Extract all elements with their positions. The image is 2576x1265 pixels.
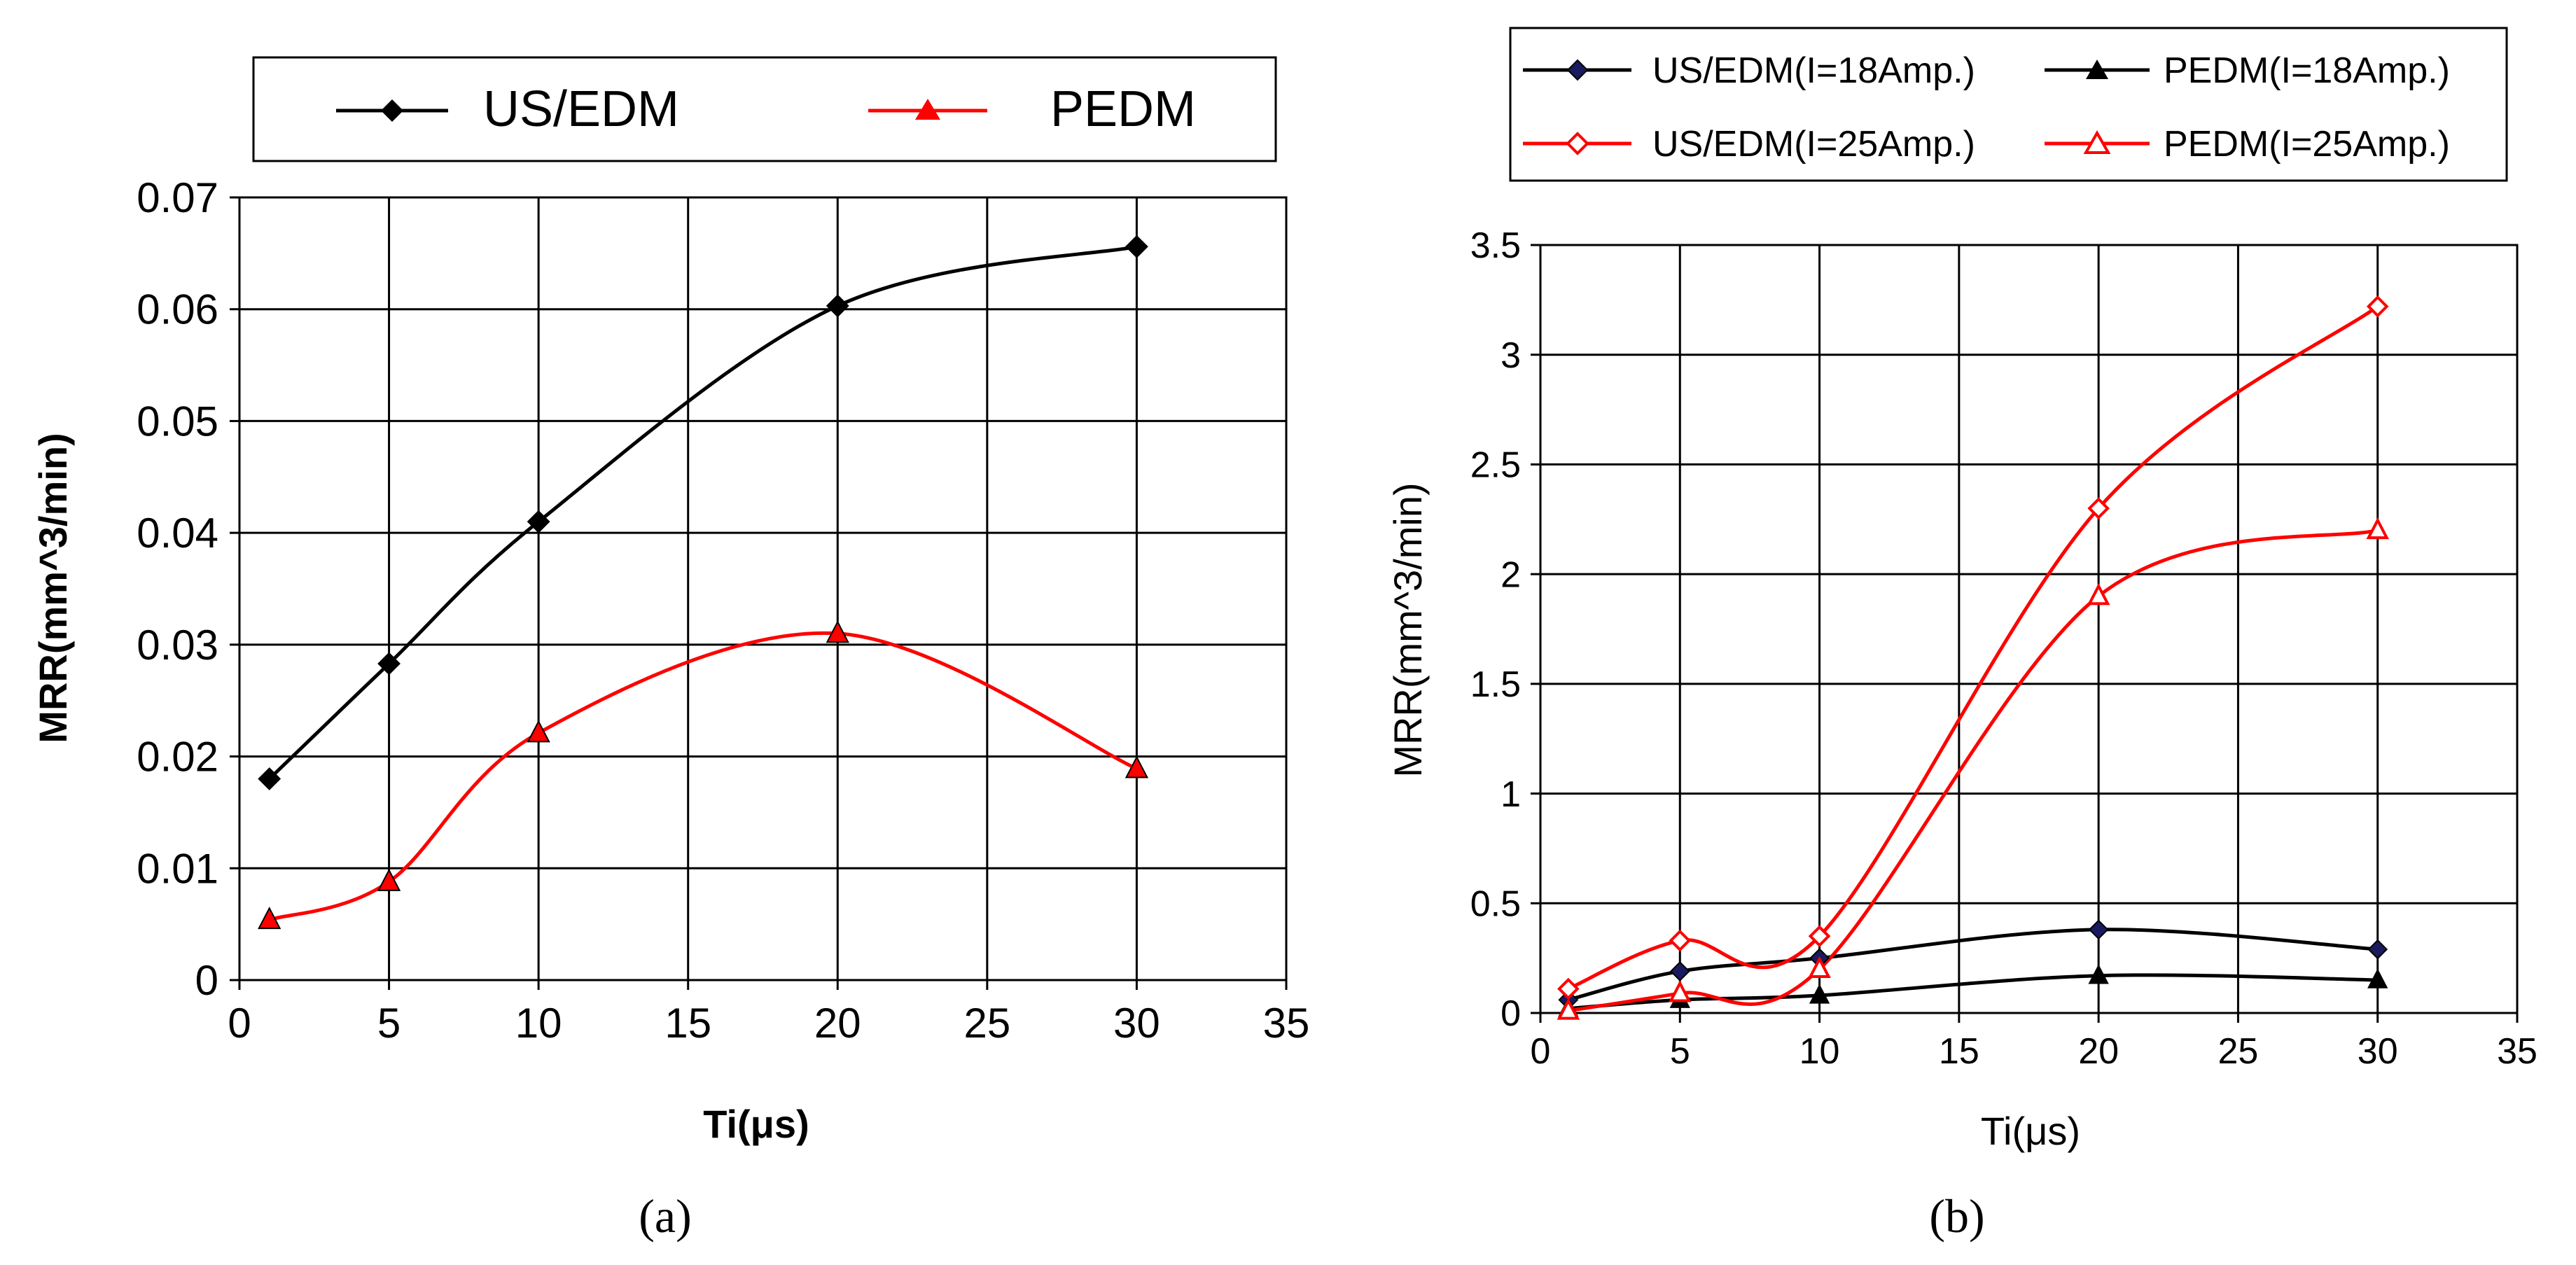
legend-a-marker-pedm [915,99,940,120]
data-point-1-4 [2367,968,2388,988]
legend-b-marker-us-edm-25 [1566,132,1589,155]
plot-area-b [1539,244,2519,1014]
x-tick-label: 5 [377,1000,401,1047]
data-point-2-1 [1669,929,1692,952]
x-ticks-a: 0 5 10 15 20 25 30 35 [228,980,1309,1047]
series-b [1557,295,2390,1020]
data-point-1-2 [527,720,550,743]
y-ticks-b: 0 0.5 1 1.5 2 2.5 3 3.5 [1470,225,1540,1034]
y-tick-label: 1.5 [1470,664,1521,705]
y-tick-label: 0 [1501,993,1521,1034]
y-tick-label: 2.5 [1470,445,1521,486]
y-tick-label: 0.02 [137,734,218,781]
grid-a [238,196,1288,981]
data-point-0-2 [527,510,550,533]
x-tick-label: 20 [2078,1031,2119,1072]
data-point-0-3 [2088,919,2109,940]
data-point-1-3 [826,620,849,643]
data-point-3-0 [1557,998,1580,1020]
y-tick-label: 0.07 [137,174,218,221]
legend-b-marker-us-edm-18 [1566,59,1589,81]
x-tick-label: 15 [1939,1031,1979,1072]
legend-b-marker-pedm-25 [2083,130,2111,154]
x-tick-label: 0 [1531,1031,1551,1072]
data-point-2-4 [2366,295,2389,318]
x-ticks-b: 0 5 10 15 20 25 30 35 [1531,1013,2537,1072]
data-point-0-3 [826,294,849,318]
legend-b-label-pedm-18: PEDM(I=18Amp.) [2164,50,2450,91]
y-tick-label: 0 [195,957,218,1004]
legend-b-label-us-edm-25: US/EDM(I=25Amp.) [1652,124,1975,165]
legend-a-label-pedm: PEDM [1050,81,1196,137]
x-tick-label: 10 [515,1000,562,1047]
data-point-0-0 [258,767,281,790]
y-tick-label: 1 [1501,774,1521,815]
x-axis-label-b: Ti(μs) [1981,1109,2080,1153]
x-tick-label: 10 [1799,1031,1840,1072]
panel-label-b: (b) [1929,1189,1984,1243]
x-tick-label: 35 [1263,1000,1310,1047]
y-axis-label-b: MRR(mm^3/min) [1386,482,1430,777]
plot-area-a [238,196,1288,981]
y-tick-label: 3.5 [1470,225,1521,266]
x-tick-label: 0 [228,1000,251,1047]
y-tick-label: 0.06 [137,286,218,333]
legend-b-marker-pedm-18 [2086,60,2108,79]
chart-a: US/EDM PEDM 0 0.01 0.02 0.03 0.04 0.05 0.06 0.0… [31,56,1309,1243]
data-point-1-4 [1125,755,1149,778]
series-line-0 [267,244,1137,781]
data-point-2-3 [2087,497,2110,519]
legend-b-label-us-edm-18: US/EDM(I=18Amp.) [1652,50,1975,91]
legend-b-label-pedm-25: PEDM(I=25Amp.) [2164,124,2450,165]
data-point-2-2 [1808,925,1831,948]
data-point-1-1 [377,868,401,891]
y-tick-label: 2 [1501,554,1521,595]
legend-b-box [1509,27,2508,182]
y-tick-label: 0.5 [1470,883,1521,924]
data-point-1-3 [2088,964,2109,984]
data-point-1-0 [258,907,281,930]
y-ticks-a: 0 0.01 0.02 0.03 0.04 0.05 0.06 0.07 [137,174,239,1004]
chart-b: US/EDM(I=18Amp.) PEDM(I=18Amp.) US/EDM(I… [1386,27,2537,1243]
x-tick-label: 15 [664,1000,711,1047]
y-tick-label: 0.04 [137,510,218,557]
data-point-1-2 [1809,984,1830,1004]
data-point-3-4 [2366,517,2390,540]
legend-a-label-us-edm: US/EDM [483,81,679,137]
y-tick-label: 0.01 [137,845,218,892]
panel-label-a: (a) [639,1189,691,1243]
x-tick-label: 30 [2358,1031,2398,1072]
x-tick-label: 30 [1113,1000,1160,1047]
y-tick-label: 0.03 [137,622,218,669]
legend-b: US/EDM(I=18Amp.) PEDM(I=18Amp.) US/EDM(I… [1509,27,2508,182]
series-a [258,235,1149,930]
data-point-3-1 [1668,980,1692,1002]
data-point-3-3 [2087,582,2110,606]
data-point-3-2 [1808,956,1831,979]
y-tick-label: 3 [1501,335,1521,376]
x-axis-label-a: Ti(μs) [703,1102,809,1146]
y-axis-label-a: MRR(mm^3/min) [31,433,75,743]
legend-a-marker-us-edm [381,99,403,122]
x-tick-label: 25 [2218,1031,2259,1072]
legend-a: US/EDM PEDM [252,56,1277,162]
series-line-0 [1568,928,2378,1002]
data-point-0-1 [377,652,401,676]
x-tick-label: 35 [2497,1031,2537,1072]
x-tick-label: 20 [814,1000,861,1047]
x-tick-label: 25 [963,1000,1010,1047]
series-line-1 [1568,973,2378,1011]
data-point-0-4 [1125,235,1148,258]
grid-b [1539,244,2519,1014]
y-tick-label: 0.05 [137,398,218,445]
data-point-0-4 [2367,939,2388,960]
x-tick-label: 5 [1670,1031,1690,1072]
